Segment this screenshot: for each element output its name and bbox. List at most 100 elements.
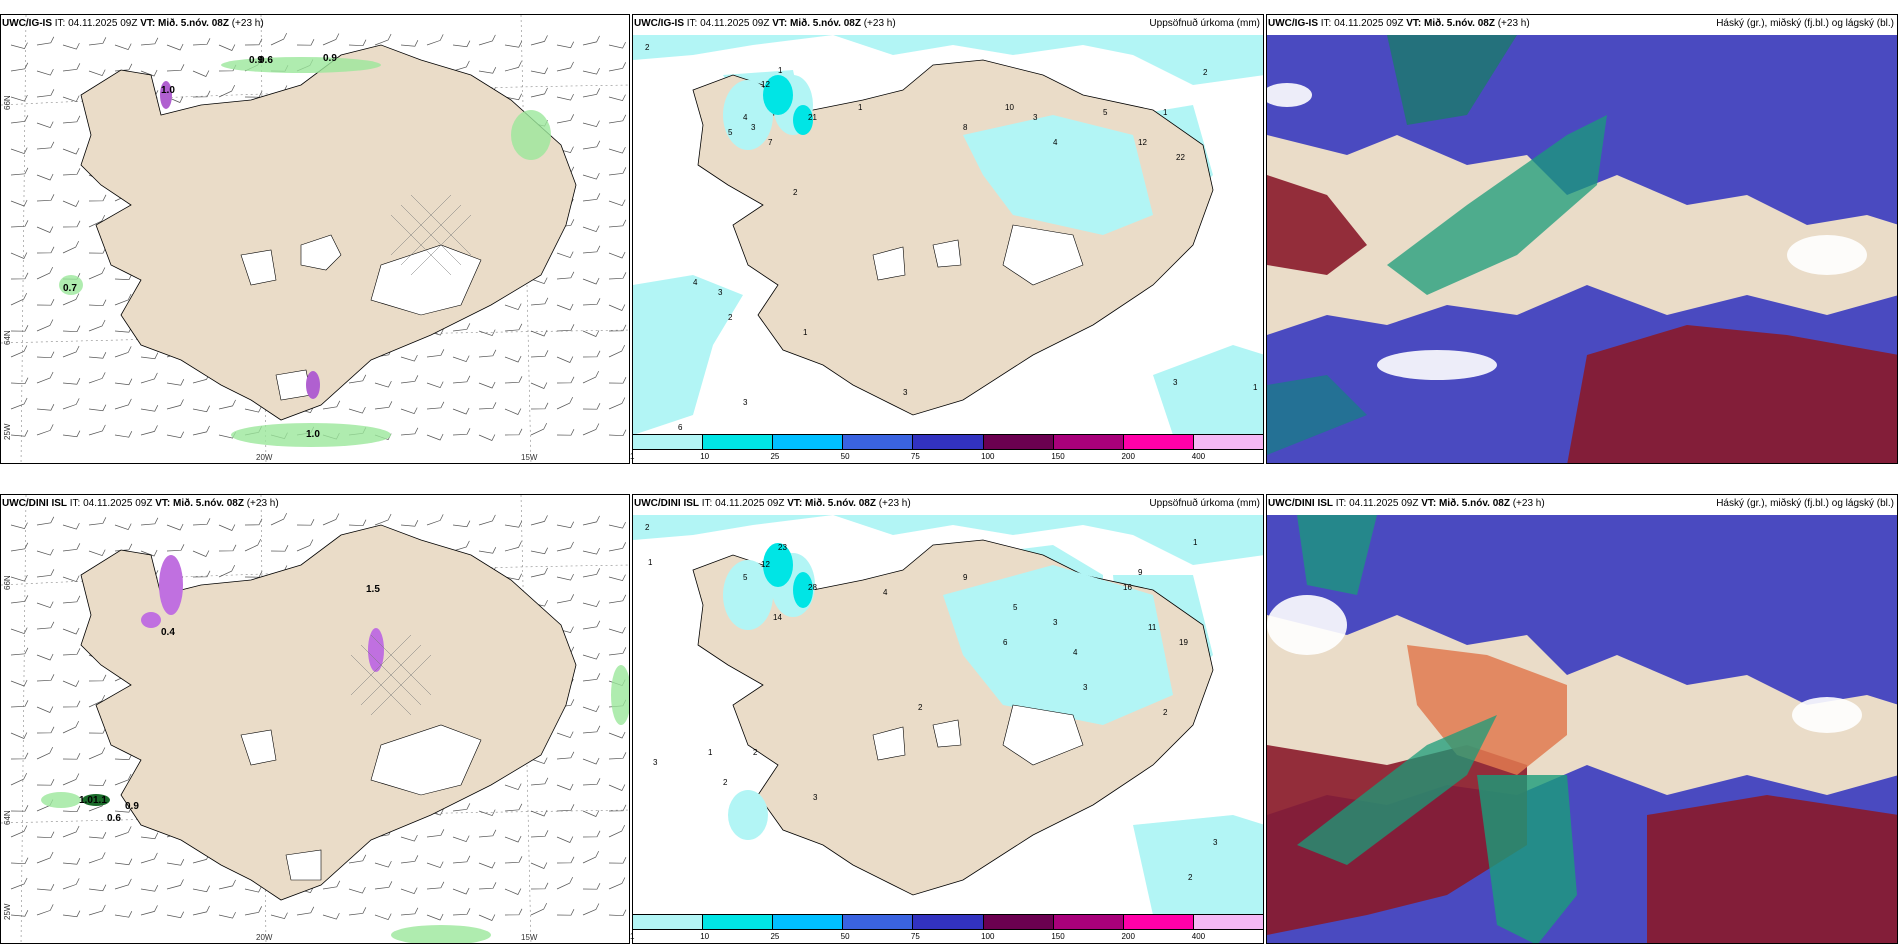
wind-barb	[608, 41, 626, 49]
wind-barb	[400, 834, 418, 842]
wind-barb	[10, 325, 29, 332]
wind-barb	[504, 573, 523, 581]
wind-barb	[582, 35, 600, 46]
wind-barb	[608, 219, 627, 228]
colorbar-swatch	[703, 435, 774, 449]
wind-barb	[582, 423, 600, 436]
wind-barb	[374, 881, 393, 890]
wind-barb	[452, 428, 471, 436]
lon-label: 15W	[521, 933, 538, 942]
colorbar-label: 75	[910, 932, 920, 941]
wind-barb	[452, 355, 470, 363]
wind-barb	[36, 779, 55, 786]
wind-barb	[426, 514, 444, 526]
wind-barb	[582, 140, 601, 150]
wind-barb	[504, 541, 522, 552]
wind-barb	[114, 398, 132, 410]
wind-barb	[374, 860, 392, 868]
wind-barb	[608, 377, 627, 384]
wind-barb	[478, 861, 496, 869]
wind-barb	[374, 380, 392, 388]
precip-value: 3	[1083, 683, 1088, 692]
wind-barb	[36, 36, 55, 46]
precip-value: 9	[1138, 568, 1143, 577]
wind-barb	[88, 517, 107, 526]
precip-title-row2: UWC/DINI ISL IT: 04.11.2025 09Z VT: Mið.…	[634, 498, 911, 509]
wind-barb	[114, 378, 133, 386]
wind-barb	[62, 575, 80, 583]
wind-barb	[556, 541, 574, 552]
precip-value: 10	[1005, 103, 1014, 112]
colorbar-swatch	[843, 915, 914, 929]
wind-barb	[374, 913, 392, 921]
wind-barb	[114, 43, 132, 51]
wind-barb	[62, 240, 80, 254]
precip-value: 3	[1053, 618, 1058, 627]
wind-value: 0.7	[63, 283, 77, 294]
wind-barb	[504, 428, 523, 436]
wind-barb	[452, 60, 470, 72]
wind-barb	[10, 147, 28, 155]
wind-barb	[192, 885, 211, 893]
wind-barb	[348, 406, 366, 414]
wind-barb	[166, 379, 185, 386]
wind-barb	[10, 627, 28, 635]
precip-value: 11	[1148, 623, 1157, 632]
wind-barb	[192, 905, 210, 916]
wind-barb	[478, 514, 496, 526]
wind-barb	[192, 90, 211, 98]
precip-map-row2: 2 1 12 5 23 28 14 4 9 16 9 19 11 3 4 5 2…	[633, 515, 1263, 915]
precip-value: 1	[803, 328, 808, 337]
colorbar-swatch	[983, 435, 1054, 449]
wind-barb	[218, 44, 236, 51]
precip-value: 3	[903, 388, 908, 397]
wind-barb	[88, 694, 106, 708]
wind-barb	[608, 804, 627, 812]
wind-barb	[608, 521, 626, 529]
wind-barb	[62, 95, 80, 103]
wind-barb	[88, 372, 106, 384]
cloud-legend-title-row2: Háský (gr.), miðský (fj.bl.) og lágský (…	[1716, 498, 1894, 509]
wind-value: 0.9	[125, 801, 139, 812]
wind-barb	[556, 731, 574, 739]
cloud-map-row1	[1267, 35, 1897, 463]
wind-barb	[62, 753, 81, 760]
wind-barb	[608, 429, 627, 437]
wind-barb	[36, 141, 55, 150]
colorbar-label: 75	[910, 452, 920, 461]
wind-barb	[36, 246, 55, 254]
wind-barb	[582, 515, 600, 526]
wind-barb	[556, 396, 574, 410]
wind-barb	[10, 292, 28, 306]
wind-barb	[400, 520, 419, 527]
wind-barb	[556, 856, 575, 864]
colorbar-label: 50	[840, 932, 850, 941]
wind-barb	[88, 267, 106, 280]
wind-barb	[452, 540, 470, 552]
wind-barb	[244, 906, 263, 916]
wind-barb	[582, 88, 601, 98]
wind-barb	[478, 34, 496, 46]
wind-barb	[504, 355, 522, 363]
wind-barb	[504, 521, 523, 528]
wind-barb	[62, 42, 80, 50]
wind-barb	[62, 293, 80, 306]
wind-barb	[530, 67, 549, 75]
colorbar-label: 50	[840, 452, 850, 461]
wind-barb	[530, 277, 548, 285]
wind-barb	[608, 784, 626, 791]
colorbar-swatch	[703, 915, 774, 929]
wind-barb	[504, 888, 522, 895]
wind-barb	[10, 772, 28, 786]
precip-value: 3	[1033, 113, 1038, 122]
precip-value: 7	[768, 138, 773, 147]
wind-barb	[140, 549, 158, 557]
precip-value: 4	[883, 588, 888, 597]
wind-barb	[608, 647, 627, 656]
wind-barb	[582, 673, 601, 682]
wind-barb	[62, 200, 80, 207]
wind-barb	[556, 324, 575, 332]
wind-barb	[140, 517, 159, 526]
wind-barb	[114, 293, 132, 306]
precip-value: 4	[1053, 138, 1058, 147]
